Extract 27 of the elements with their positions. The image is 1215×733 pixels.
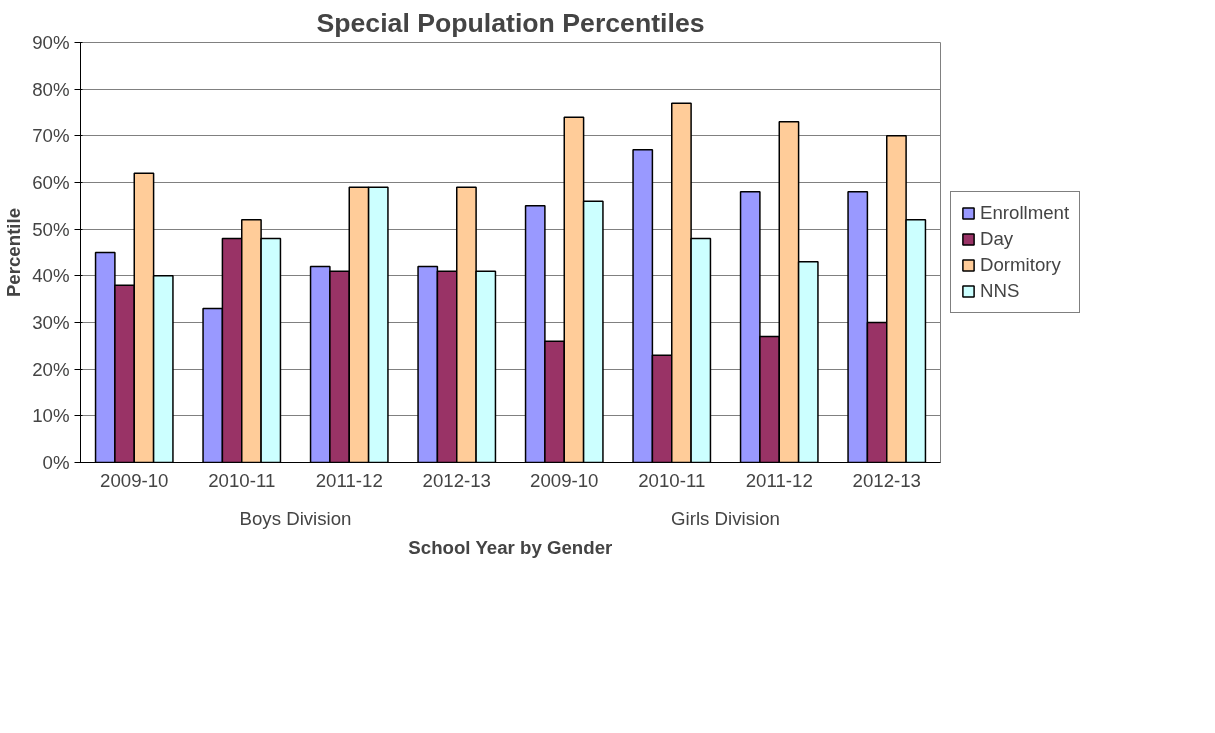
y-tick-label: 20% — [32, 358, 70, 380]
y-tick-label: 90% — [32, 32, 70, 53]
legend-label: NNS — [980, 280, 1020, 302]
y-tick-label: 30% — [32, 312, 70, 333]
y-axis-title: Percentile — [3, 207, 25, 298]
text: Boys Division — [239, 507, 352, 529]
y-tick-label: 40% — [32, 265, 70, 287]
x-tick-label: 2011-12 — [315, 469, 383, 491]
legend-label: Day — [980, 228, 1014, 250]
x-tick-label: 2012-13 — [422, 469, 491, 491]
chart-title: Special Population Percentiles — [316, 7, 705, 38]
y-tick-label: 60% — [32, 172, 70, 193]
y-tick-label: 80% — [32, 78, 70, 100]
x-tick-label: 2010-11 — [208, 469, 276, 491]
x-tick-label: 2011-12 — [745, 469, 813, 491]
x-tick-label: 2009-10 — [100, 469, 169, 491]
y-tick-label: 70% — [32, 125, 70, 147]
y-tick-label: 10% — [32, 405, 70, 427]
x-axis-title: School Year by Gender — [408, 536, 613, 558]
x-tick-label: 2010-11 — [638, 469, 706, 491]
x-tick-label: 2009-10 — [530, 469, 599, 491]
y-tick-label: 0% — [42, 452, 70, 473]
text: Girls Division — [671, 507, 780, 529]
legend-label: Dormitory — [980, 254, 1061, 276]
y-tick-label: 50% — [32, 218, 70, 240]
legend-label: Enrollment — [980, 202, 1070, 224]
x-tick-label: 2012-13 — [852, 469, 921, 491]
